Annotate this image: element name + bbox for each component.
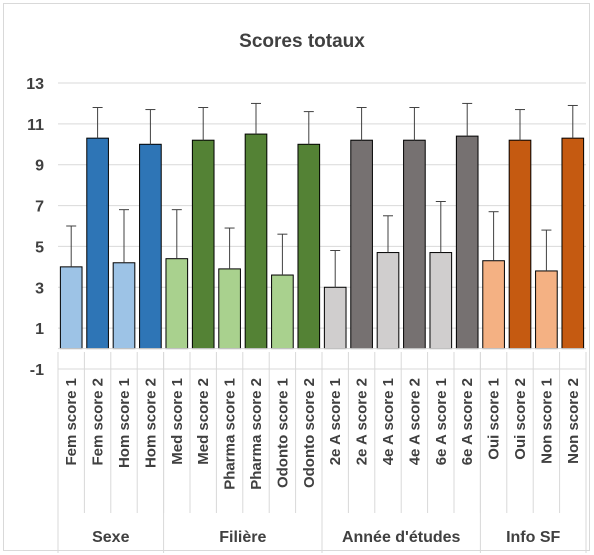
- group-label: Filière: [219, 529, 266, 546]
- x-tick-label: 4e A score 2: [406, 378, 423, 465]
- y-tick-label: -1: [30, 362, 44, 379]
- x-tick-label: Hom score 2: [142, 378, 159, 468]
- group-label: Info SF: [506, 529, 560, 546]
- bar: [535, 270, 558, 350]
- x-tick-label: 6e A score 2: [459, 378, 476, 465]
- bar: [165, 258, 189, 350]
- x-tick-label: Med score 2: [195, 378, 212, 465]
- x-tick-label: 6e A score 1: [433, 378, 450, 465]
- bar: [403, 139, 426, 350]
- x-tick-label: 4e A score 1: [380, 378, 397, 465]
- x-tick-label: Non score 2: [565, 378, 582, 464]
- bar: [297, 143, 321, 350]
- x-tick-label: Fem score 2: [90, 378, 107, 466]
- bar: [455, 135, 479, 350]
- x-tick-label: Pharma score 2: [248, 378, 265, 490]
- x-tick-label: Odonto score 2: [301, 378, 318, 488]
- bar: [218, 268, 241, 350]
- bar: [139, 143, 162, 350]
- y-tick-label: 5: [35, 239, 44, 256]
- group-label: Sexe: [92, 529, 129, 546]
- group-labels: Sexe Filière Année d'études Info SF: [92, 529, 560, 546]
- x-tick-label: 2e A score 1: [327, 378, 344, 465]
- bar: [244, 133, 268, 350]
- bar: [350, 139, 373, 350]
- bar: [112, 262, 136, 350]
- y-tick-label: 1: [35, 321, 44, 338]
- y-tick-label: 11: [27, 117, 44, 134]
- bar: [191, 139, 215, 350]
- bar: [508, 139, 532, 350]
- x-tick-label: Pharma score 1: [222, 378, 239, 490]
- x-tick-label: Oui score 2: [512, 378, 529, 460]
- x-tick-label: Oui score 1: [486, 378, 503, 460]
- bar: [323, 286, 347, 350]
- bar: [86, 137, 109, 350]
- x-tick-label: Odonto score 1: [274, 378, 291, 488]
- group-label: Année d'études: [342, 529, 461, 546]
- x-tick-label: Hom score 1: [116, 378, 133, 468]
- chart-title: Scores totaux: [239, 31, 365, 52]
- error-bars: [66, 102, 578, 288]
- y-tick-label: 3: [35, 280, 44, 297]
- x-tick-label: Non score 1: [538, 378, 555, 464]
- bar: [482, 260, 505, 350]
- x-tick-label: Med score 1: [169, 378, 186, 465]
- y-tick-label: 7: [35, 199, 44, 216]
- bar: [429, 252, 453, 350]
- gridlines: [58, 82, 586, 370]
- x-axis: Fem score 1 Fem score 2 Hom score 1 Hom sco…: [57, 348, 587, 553]
- bar: [59, 266, 83, 350]
- bar: [561, 137, 585, 350]
- bar: [271, 274, 294, 350]
- x-tick-label: 2e A score 2: [354, 378, 371, 465]
- bars: [59, 133, 585, 350]
- x-tick-label: Fem score 1: [63, 378, 80, 466]
- bar: [376, 252, 400, 350]
- y-tick-label: 13: [26, 76, 44, 93]
- y-tick-label: 9: [35, 158, 44, 175]
